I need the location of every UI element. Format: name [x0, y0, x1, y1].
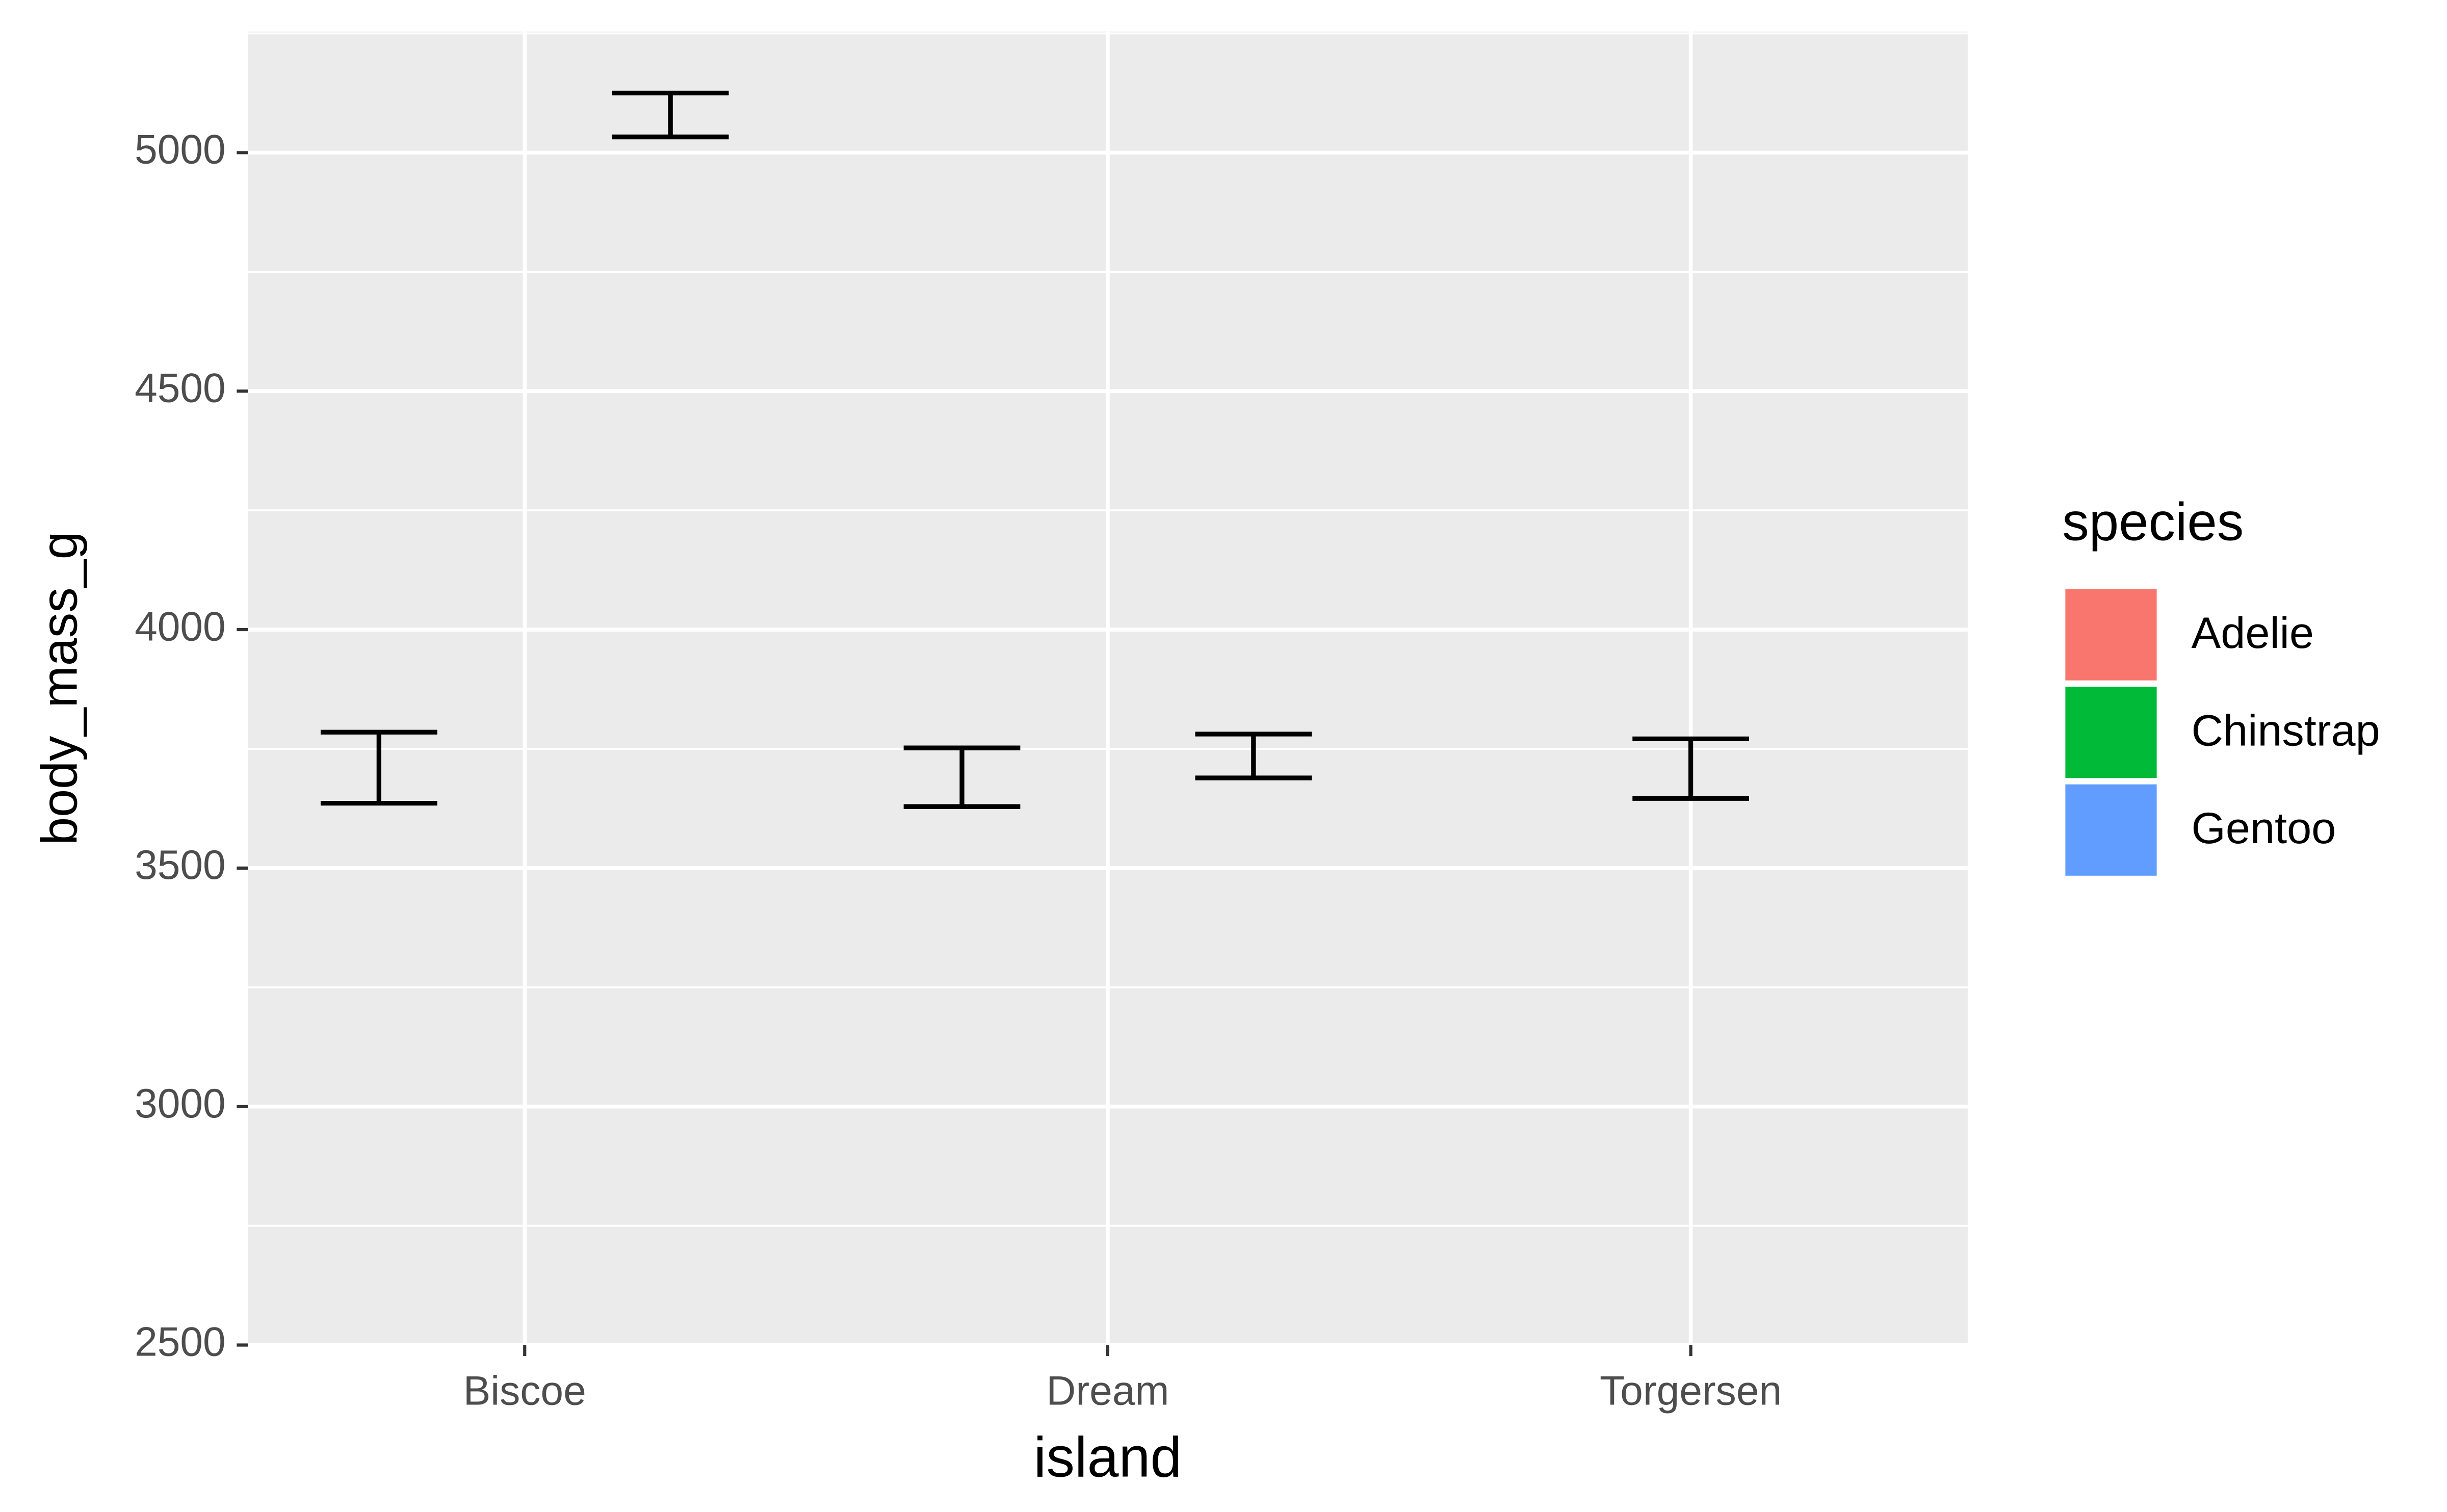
y-tick-label: 4000: [135, 604, 226, 649]
legend-title: species: [2062, 492, 2244, 552]
y-tick-label: 5000: [135, 127, 226, 173]
errorbar: [612, 90, 729, 140]
legend-label: Gentoo: [2192, 804, 2336, 853]
errorbar: [1632, 736, 1749, 801]
y-tick-label: 3500: [135, 842, 226, 888]
errorbar: [903, 745, 1021, 809]
x-tick-label: Dream: [1046, 1368, 1169, 1414]
errorbar: [1195, 732, 1312, 780]
legend-label: Chinstrap: [2192, 707, 2380, 755]
legend-key: [2062, 683, 2160, 781]
x-axis-title: island: [1034, 1425, 1182, 1489]
y-tick-label: 3000: [135, 1081, 226, 1127]
x-tick-label: Torgersen: [1600, 1368, 1782, 1414]
legend-label: Adelie: [2192, 609, 2314, 658]
y-tick-label: 4500: [135, 365, 226, 411]
errorbar: [320, 729, 437, 806]
y-tick-label: 2500: [135, 1319, 226, 1365]
y-axis-title: body_mass_g: [32, 531, 88, 845]
x-tick-label: Biscoe: [463, 1368, 586, 1414]
legend-key: [2062, 781, 2160, 879]
legend-key: [2062, 586, 2160, 684]
